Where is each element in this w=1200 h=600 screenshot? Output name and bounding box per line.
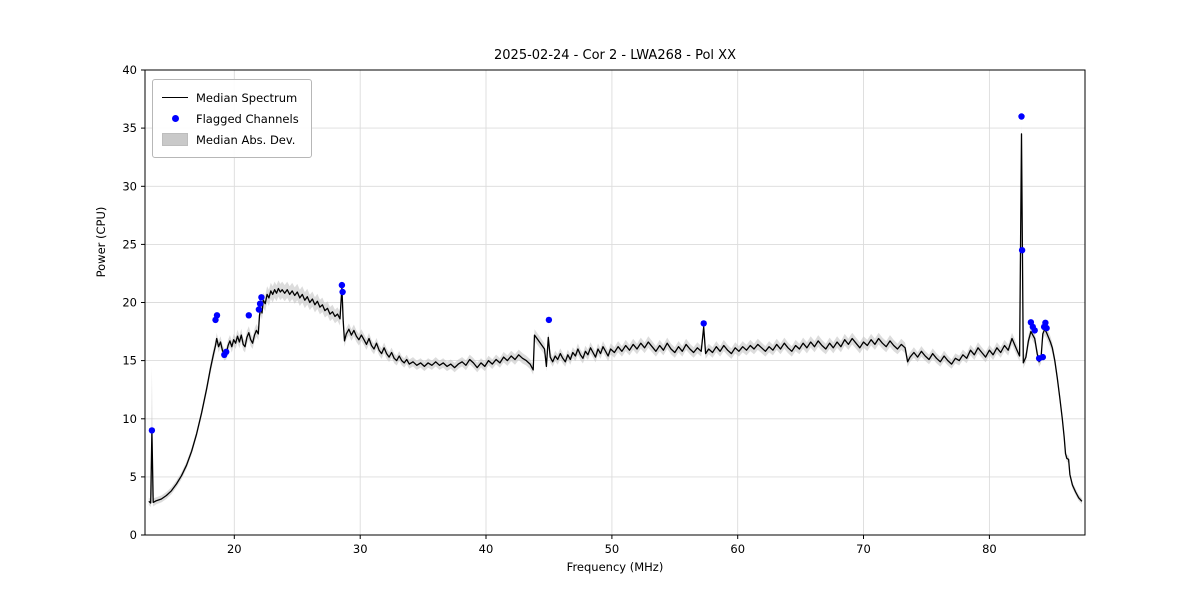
- flagged-points: [148, 113, 1050, 434]
- legend: Median Spectrum Flagged Channels Median …: [152, 79, 312, 158]
- legend-label-median-spectrum: Median Spectrum: [196, 90, 298, 105]
- svg-text:50: 50: [605, 542, 620, 556]
- chart-title: 2025-02-24 - Cor 2 - LWA268 - Pol XX: [494, 48, 736, 63]
- svg-text:40: 40: [479, 542, 494, 556]
- svg-text:70: 70: [856, 542, 871, 556]
- legend-item-median-abs-dev: Median Abs. Dev.: [162, 129, 299, 150]
- svg-text:40: 40: [122, 63, 137, 77]
- svg-text:35: 35: [122, 121, 137, 135]
- svg-text:15: 15: [122, 354, 137, 368]
- svg-text:10: 10: [122, 412, 137, 426]
- median-spectrum-line: [148, 133, 1083, 504]
- svg-text:0: 0: [130, 528, 137, 542]
- legend-item-median-spectrum: Median Spectrum: [162, 87, 299, 108]
- svg-text:20: 20: [227, 542, 242, 556]
- legend-item-flagged-channels: Flagged Channels: [162, 108, 299, 129]
- svg-text:80: 80: [982, 542, 997, 556]
- median-spectrum-line-icon: [162, 97, 188, 98]
- x-axis-label: Frequency (MHz): [566, 560, 664, 574]
- svg-text:5: 5: [130, 470, 137, 484]
- svg-text:30: 30: [353, 542, 368, 556]
- svg-text:30: 30: [122, 179, 137, 193]
- flagged-channels-marker-icon: [162, 115, 188, 122]
- x-tick-labels: 20 30 40 50 60 70 80: [227, 542, 997, 556]
- tick-marks: [141, 69, 990, 539]
- svg-text:20: 20: [122, 296, 137, 310]
- mad-band: [148, 124, 1082, 508]
- svg-text:60: 60: [730, 542, 745, 556]
- median-abs-dev-patch-icon: [162, 133, 188, 146]
- y-tick-labels: 0 5 10 15 20 25 30 35 40: [122, 63, 137, 542]
- y-axis-label: Power (CPU): [94, 206, 108, 278]
- legend-label-median-abs-dev: Median Abs. Dev.: [196, 132, 296, 147]
- legend-label-flagged-channels: Flagged Channels: [196, 111, 299, 126]
- svg-text:25: 25: [122, 237, 137, 251]
